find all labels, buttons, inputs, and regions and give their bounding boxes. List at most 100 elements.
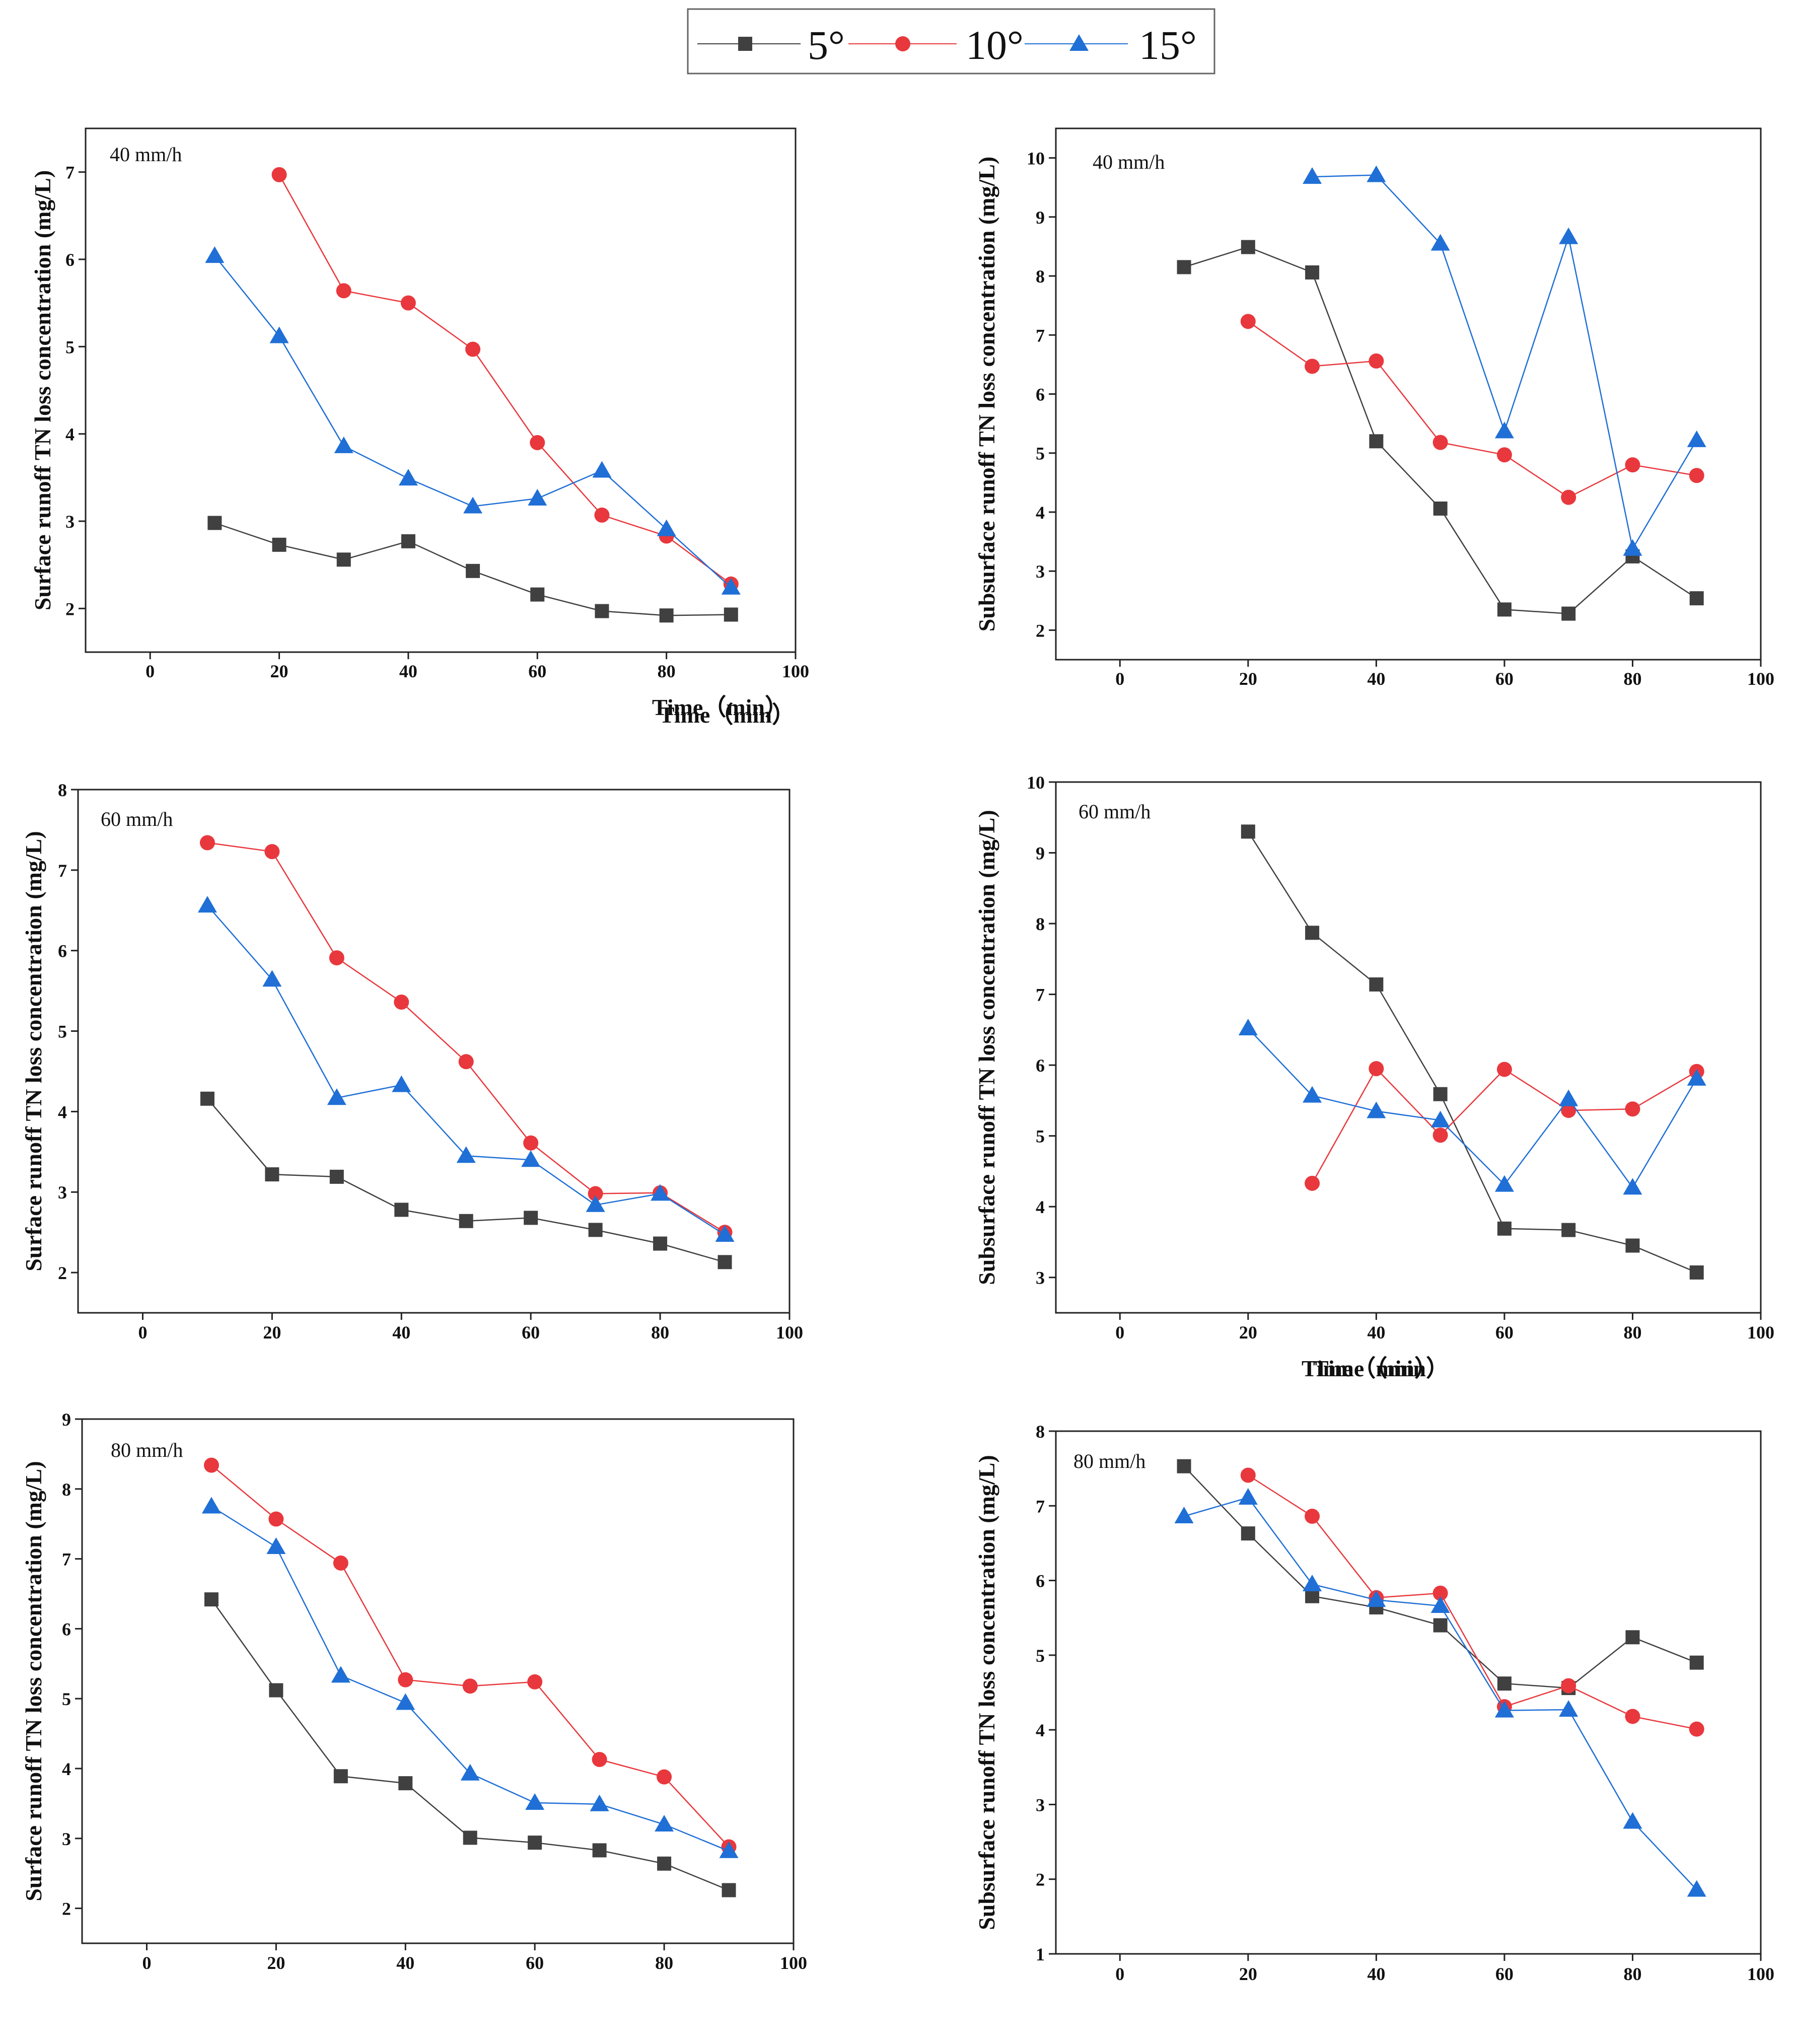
data-point (269, 326, 289, 343)
data-point (1367, 1590, 1386, 1607)
data-point (722, 1883, 736, 1897)
data-point (659, 608, 674, 623)
data-point (336, 283, 351, 299)
panel-label: 80 mm/h (1073, 1450, 1145, 1472)
data-point (1241, 824, 1255, 839)
x-tick-label: 0 (1115, 669, 1124, 689)
legend-marker-2 (895, 36, 910, 51)
chart-panel-subsurface-40: 0 20 40 60 80 100 2 3 4 5 6 7 8 9 10 Time（min） Subsurfac… (659, 127, 1774, 728)
series-line (210, 1599, 729, 1891)
y-tick-label: 5 (1036, 444, 1045, 464)
data-point (1369, 1061, 1384, 1077)
data-point (715, 1225, 735, 1242)
legend-marker-1 (738, 37, 752, 51)
x-tick-label: 20 (270, 661, 289, 681)
y-tick-label: 8 (1036, 914, 1045, 934)
series-square (1177, 1459, 1704, 1696)
y-tick-label: 2 (62, 1899, 71, 1919)
plot-frame (1055, 781, 1762, 1314)
data-point (588, 1186, 603, 1202)
x-tick-label: 80 (658, 661, 676, 681)
y-tick-label: 8 (62, 1479, 71, 1500)
x-tick-label: 60 (1495, 1322, 1514, 1343)
data-point (333, 1769, 348, 1784)
x-tick-label: 80 (1623, 1322, 1641, 1343)
panel-label: 40 mm/h (1093, 151, 1165, 173)
y-axis-title: Subsurface runoff TN loss concentration … (974, 157, 999, 631)
data-point (592, 1751, 607, 1767)
data-point (400, 295, 416, 311)
data-point (1305, 1509, 1320, 1524)
data-point (200, 1091, 214, 1106)
x-tick-label: 60 (1495, 1964, 1514, 1984)
y-tick-label: 5 (58, 1022, 67, 1042)
x-tick-label: 20 (1239, 1964, 1257, 1984)
data-point (1177, 260, 1191, 274)
y-tick-label: 3 (1036, 1795, 1045, 1815)
x-tick-label: 80 (1623, 1964, 1641, 1984)
y-tick-label: 2 (1036, 1870, 1045, 1890)
data-point (329, 1169, 344, 1184)
x-tick-label: 40 (1367, 1322, 1385, 1343)
data-point (1432, 1585, 1448, 1601)
x-tick-label: 100 (776, 1322, 803, 1343)
data-point (1494, 421, 1514, 439)
data-point (264, 844, 280, 860)
series-triangle (197, 896, 735, 1242)
data-point (1559, 1700, 1578, 1717)
panel-label: 60 mm/h (101, 808, 173, 830)
data-point (463, 497, 483, 514)
data-point (590, 1794, 609, 1811)
x-tick-label: 100 (1747, 1322, 1774, 1343)
data-point (1561, 1678, 1576, 1694)
y-tick-label: 8 (58, 780, 67, 800)
series-circle (199, 835, 733, 1240)
series-line (1248, 1474, 1697, 1730)
data-point (392, 1075, 411, 1092)
data-point (1561, 1103, 1576, 1118)
series-circle (203, 1457, 737, 1855)
legend-label-1: 5° (808, 22, 845, 68)
series-line (214, 255, 732, 588)
data-point (1241, 1526, 1255, 1541)
x-axis-title: Time（min） (659, 702, 795, 728)
data-point (1305, 359, 1320, 374)
panel-label: 60 mm/h (1079, 800, 1151, 823)
data-point (201, 1497, 221, 1514)
x-tick-label: 100 (782, 661, 809, 681)
data-point (262, 970, 282, 987)
y-tick-label: 3 (62, 1829, 71, 1849)
x-axis-title: Time（min） (652, 694, 788, 720)
data-point (1369, 434, 1384, 449)
data-point (205, 246, 225, 263)
y-tick-label: 8 (1036, 266, 1045, 287)
x-tick-label: 40 (1367, 1964, 1385, 1984)
data-point (1559, 227, 1578, 244)
x-tick-label: 40 (1367, 669, 1385, 689)
x-axis-title: Time（min） (1302, 1356, 1438, 1381)
data-point (1240, 1467, 1256, 1483)
data-point (1303, 1574, 1322, 1591)
data-point (456, 1146, 476, 1163)
data-point (1687, 1069, 1706, 1086)
series-triangle (201, 1497, 739, 1858)
data-point (655, 1815, 674, 1832)
data-point (1625, 457, 1640, 473)
y-tick-label: 4 (1036, 1720, 1045, 1740)
data-point (1689, 591, 1704, 606)
data-point (1241, 240, 1255, 254)
y-tick-label: 7 (1036, 1496, 1045, 1516)
data-point (651, 1184, 670, 1201)
data-point (657, 1769, 672, 1785)
data-point (1305, 1589, 1320, 1603)
data-point (1559, 1089, 1578, 1106)
data-point (207, 516, 222, 530)
y-axis-title: Surface runoff TN loss concentration (mg… (30, 170, 55, 610)
data-point (1305, 1175, 1320, 1191)
data-point (528, 488, 547, 506)
x-tick-label: 40 (392, 1322, 410, 1343)
data-point (333, 1555, 348, 1571)
data-point (1174, 1507, 1194, 1524)
data-point (530, 587, 545, 602)
data-point (1367, 165, 1386, 182)
